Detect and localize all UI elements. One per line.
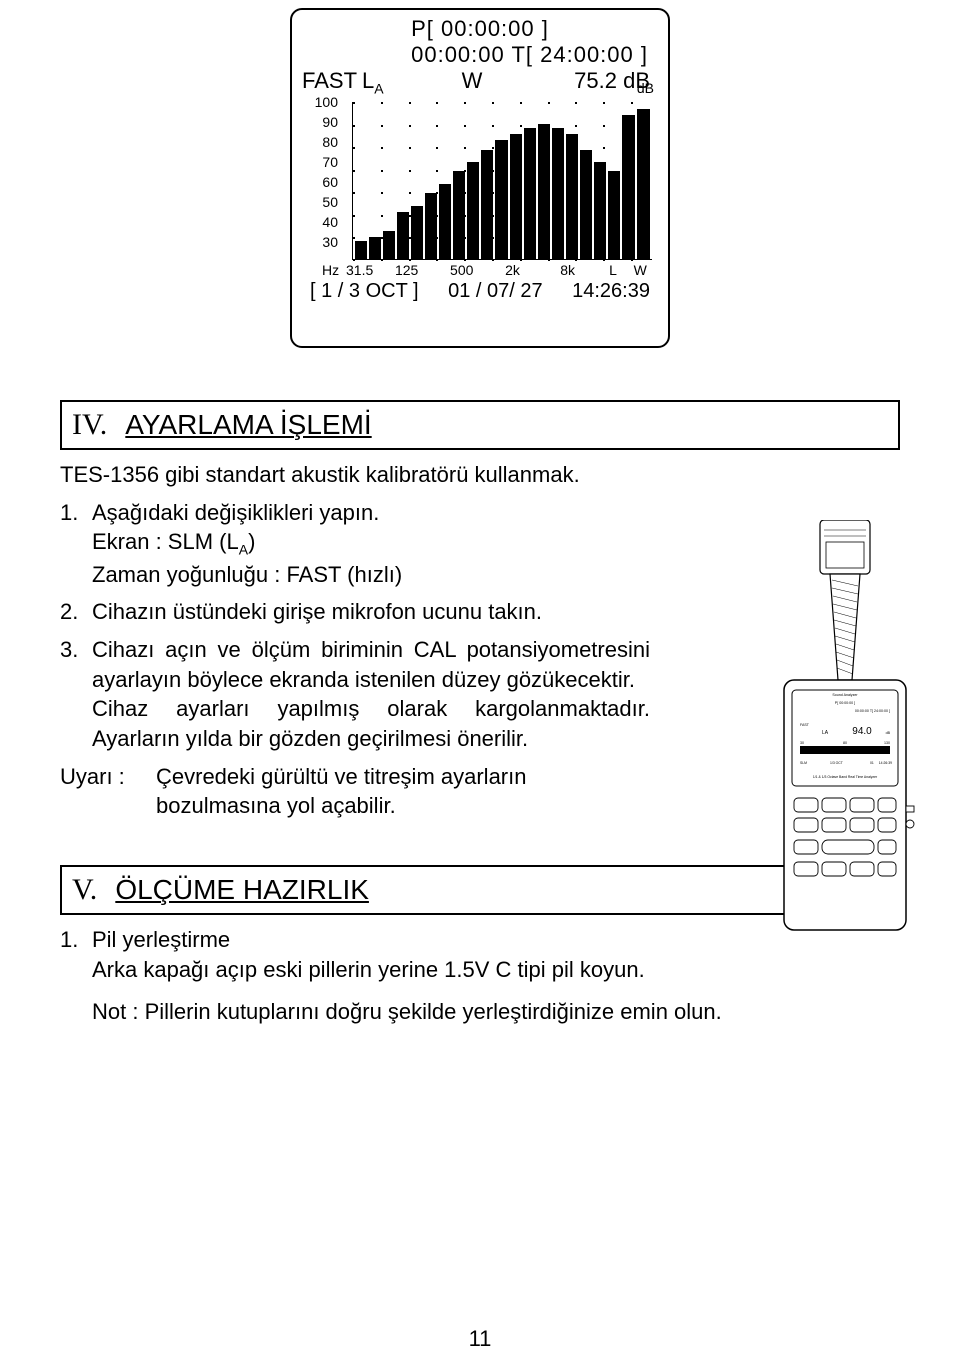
svg-text:P[ 00:00:00 ]: P[ 00:00:00 ] [835, 701, 855, 705]
bar [637, 109, 650, 260]
y-tick-label: 100 [315, 94, 342, 110]
bar [608, 171, 620, 259]
y-tick-label: 40 [322, 214, 342, 230]
y-tick-label: 80 [322, 134, 342, 150]
y-tick-label: 90 [322, 114, 342, 130]
svg-text:94.0: 94.0 [852, 726, 872, 737]
bar [538, 124, 550, 259]
warning-label: Uyarı : [60, 762, 156, 821]
x-axis: Hz 31.51255002k8kLW [346, 262, 652, 278]
section-4-intro: TES-1356 gibi standart akustik kalibratö… [60, 460, 650, 490]
lcd-oct: [ 1 / 3 OCT ] [310, 280, 419, 303]
lcd-bottom-row: [ 1 / 3 OCT ] 01 / 07/ 27 14:26:39 [302, 280, 658, 303]
lcd-la: LA [362, 68, 412, 96]
y-unit: dB [637, 80, 654, 96]
bar [552, 128, 564, 260]
svg-text:14:26:39: 14:26:39 [879, 761, 892, 765]
x-unit: Hz [322, 262, 339, 278]
bar [622, 115, 635, 259]
page-content: IV. AYARLAMA İŞLEMİ [60, 400, 900, 1026]
bars [353, 102, 652, 259]
bar [524, 128, 536, 260]
list-item: 1. Aşağıdaki değişiklikleri yapın. Ekran… [60, 498, 650, 590]
svg-text:dB: dB [886, 731, 891, 735]
item-body: Aşağıdaki değişiklikleri yapın. Ekran : … [92, 498, 650, 590]
lcd-chart: dB 10090807060504030 Hz 31.51255002k8kLW [302, 98, 658, 278]
lcd-panel: P[ 00:00:00 ] 00:00:00 T[ 24:00:00 ] FAS… [290, 8, 670, 348]
note-text: Not : Pillerin kutuplarını doğru şekilde… [92, 997, 900, 1027]
list-item: 2. Cihazın üstündeki girişe mikrofon ucu… [60, 597, 650, 627]
bar [594, 162, 606, 259]
list-item: 3. Cihazı açın ve ölçüm biriminin CAL po… [60, 635, 650, 754]
warning-text: Çevredeki gürültü ve titreşim ayarların … [156, 762, 650, 821]
plot-area [352, 102, 652, 260]
y-tick-label: 60 [322, 174, 342, 190]
svg-text:LA: LA [822, 730, 829, 736]
lcd-time: 14:26:39 [572, 280, 650, 303]
bar [566, 134, 578, 260]
x-tick-label: 125 [395, 262, 418, 278]
bar [481, 150, 493, 260]
bar [439, 184, 451, 259]
bar [425, 193, 437, 259]
x-tick-label: W [634, 262, 647, 278]
section-4-roman: IV. [72, 408, 107, 442]
section-5-roman: V. [72, 873, 97, 907]
section-4-title: AYARLAMA İŞLEMİ [125, 409, 371, 441]
svg-text:1/3 OCT: 1/3 OCT [830, 761, 843, 765]
svg-text:30: 30 [800, 741, 804, 745]
item-body: Cihazın üstündeki girişe mikrofon ucunu … [92, 597, 650, 627]
item-number: 3. [60, 635, 92, 754]
lcd-w: W [412, 68, 532, 96]
svg-text:Sound Analyzer: Sound Analyzer [832, 693, 858, 697]
warning-row: Uyarı : Çevredeki gürültü ve titreşim ay… [60, 762, 650, 821]
bar [453, 171, 465, 259]
page-number: 11 [0, 1326, 960, 1352]
section-4-header: IV. AYARLAMA İŞLEMİ [60, 400, 900, 450]
lcd-pause-time: P[ 00:00:00 ] [302, 16, 658, 42]
svg-text:00:00:00 T[ 24:00:00 ]: 00:00:00 T[ 24:00:00 ] [855, 709, 890, 713]
item-number: 1. [60, 498, 92, 590]
svg-text:FAST: FAST [800, 723, 810, 727]
svg-text:80: 80 [843, 741, 847, 745]
bar [355, 241, 367, 260]
svg-text:1/1 & 1/3 Octave Band Real Tim: 1/1 & 1/3 Octave Band Real Time Analyzer [813, 775, 878, 779]
y-tick-label: 50 [322, 194, 342, 210]
lcd-mode-row: FAST LA W 75.2 dB [302, 68, 658, 96]
x-tick-label: L [609, 262, 617, 278]
section-5-title: ÖLÇÜME HAZIRLIK [115, 874, 369, 906]
y-tick-label: 30 [322, 234, 342, 250]
item-number: 1. [60, 925, 92, 984]
x-tick-label: 2k [505, 262, 520, 278]
device-illustration: Sound Analyzer P[ 00:00:00 ] 00:00:00 T[… [770, 520, 920, 940]
svg-text:130: 130 [884, 741, 890, 745]
bar [495, 140, 507, 259]
bar [411, 206, 423, 259]
bar [580, 150, 592, 260]
lcd-fast-label: FAST [302, 68, 362, 96]
lcd-time-range: 00:00:00 T[ 24:00:00 ] [302, 42, 658, 68]
bar [369, 237, 381, 259]
svg-text:01: 01 [870, 761, 874, 765]
lcd-date: 01 / 07/ 27 [448, 280, 543, 303]
bar [510, 134, 522, 260]
bar [467, 162, 479, 259]
x-tick-label: 31.5 [346, 262, 373, 278]
bar [383, 231, 395, 259]
item-body: Cihazı açın ve ölçüm biriminin CAL potan… [92, 635, 650, 754]
x-tick-label: 8k [560, 262, 575, 278]
bar [397, 212, 409, 259]
y-tick-label: 70 [322, 154, 342, 170]
y-axis: 10090807060504030 [302, 98, 346, 278]
item-number: 2. [60, 597, 92, 627]
svg-text:SLM: SLM [800, 761, 807, 765]
x-tick-label: 500 [450, 262, 473, 278]
